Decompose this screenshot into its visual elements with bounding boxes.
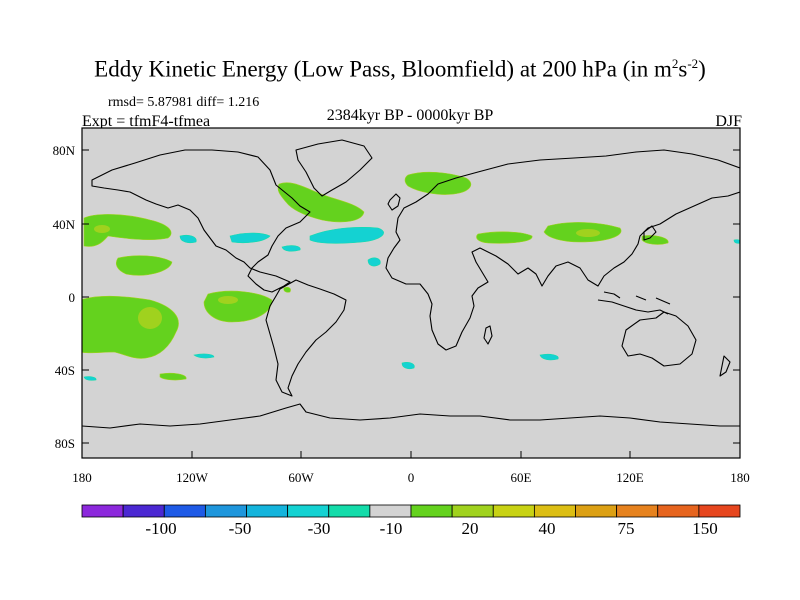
amazon-anomaly bbox=[283, 286, 291, 293]
south-pacific-neg bbox=[193, 353, 215, 359]
subtropical-atlantic-anomaly bbox=[281, 245, 301, 252]
central-asia-core bbox=[576, 229, 600, 237]
south-pacific-strip bbox=[159, 372, 187, 381]
indian-ocean-anomaly bbox=[539, 353, 559, 361]
plot-title: Eddy Kinetic Energy (Low Pass, Bloomfiel… bbox=[0, 56, 800, 83]
new-zealand-coast bbox=[719, 355, 731, 377]
colorbar-swatches bbox=[81, 504, 741, 518]
south-america-coast bbox=[265, 279, 347, 397]
gulf-stream-anomaly bbox=[309, 226, 384, 244]
north-pacific-anomaly bbox=[83, 214, 172, 247]
colorbar-label-2: -50 bbox=[229, 519, 252, 538]
title-mid: s bbox=[678, 56, 688, 82]
colorbar-swatch bbox=[492, 504, 535, 518]
lon-label-180e: 180 bbox=[730, 470, 750, 485]
title-close: ) bbox=[698, 56, 706, 82]
colorbar-swatch bbox=[204, 504, 247, 518]
east-pacific-core bbox=[218, 296, 238, 304]
coastlines bbox=[82, 139, 740, 429]
lat-label-80s: 80S bbox=[55, 436, 75, 451]
colorbar-swatch bbox=[616, 504, 659, 518]
latitude-axis: 80N 40N 0 40S 80S bbox=[53, 143, 740, 451]
lon-label-180w: 180 bbox=[72, 470, 92, 485]
period-label: 2384kyr BP - 0000kyr BP bbox=[326, 107, 494, 124]
title-sup-1: 2 bbox=[671, 56, 679, 71]
colorbar-label-8: 150 bbox=[692, 519, 718, 538]
east-asia-anomaly bbox=[641, 235, 669, 245]
greenland-coast bbox=[295, 139, 373, 197]
experiment-label: Expt = tfmF4-tfmea bbox=[82, 113, 211, 130]
colorbar-swatch bbox=[575, 504, 618, 518]
central-pacific-neg bbox=[179, 234, 197, 244]
colorbar-swatch bbox=[657, 504, 700, 518]
negative-anomaly-regions bbox=[83, 226, 740, 381]
lat-label-40s: 40S bbox=[55, 363, 75, 378]
title-sup-2: -2 bbox=[687, 56, 699, 71]
statistics-text: rmsd= 5.87981 diff= 1.216 bbox=[108, 95, 260, 110]
lon-label-60e: 60E bbox=[511, 470, 532, 485]
lat-label-80n: 80N bbox=[53, 143, 76, 158]
lon-label-120w: 120W bbox=[176, 470, 209, 485]
lon-label-120e: 120E bbox=[616, 470, 644, 485]
central-pacific-anomaly bbox=[115, 255, 173, 276]
colorbar-swatch bbox=[246, 504, 289, 518]
southern-ocean-anomaly bbox=[83, 376, 97, 381]
longitude-axis: 180 120W 60W 0 60E 120E 180 bbox=[72, 451, 750, 485]
japan-coast bbox=[643, 225, 657, 241]
title-main: Eddy Kinetic Energy (Low Pass, Bloomfiel… bbox=[94, 56, 672, 82]
colorbar-labels: -100 -50 -30 -10 20 40 75 150 bbox=[145, 519, 717, 538]
anomaly-shading bbox=[82, 171, 740, 381]
colorbar-swatch bbox=[81, 504, 124, 518]
colorbar-swatch bbox=[410, 504, 453, 518]
south-pacific-core bbox=[138, 307, 162, 329]
colorbar-label-6: 40 bbox=[539, 519, 556, 538]
colorbar-swatch bbox=[698, 504, 741, 518]
colorbar-swatch bbox=[163, 504, 206, 518]
colorbar-label-4: -10 bbox=[380, 519, 403, 538]
australia-coast bbox=[621, 311, 697, 367]
south-atlantic-anomaly bbox=[401, 362, 415, 370]
scandinavia-anomaly bbox=[404, 171, 472, 195]
colorbar-swatch bbox=[122, 504, 165, 518]
indonesia-coast bbox=[597, 291, 671, 315]
colorbar-label-5: 20 bbox=[462, 519, 479, 538]
mid-atlantic-anomaly bbox=[367, 257, 381, 267]
colorbar-swatch bbox=[328, 504, 371, 518]
colorbar-swatch bbox=[369, 504, 412, 518]
positive-anomaly-regions bbox=[82, 171, 669, 381]
season-label: DJF bbox=[715, 113, 742, 130]
antarctica-coast bbox=[82, 403, 740, 429]
colorbar-label-7: 75 bbox=[618, 519, 635, 538]
north-america-coast bbox=[91, 149, 311, 293]
colorbar-swatch bbox=[533, 504, 576, 518]
colorbar: -100 -50 -30 -10 20 40 75 150 bbox=[81, 504, 741, 538]
north-pacific-core bbox=[94, 225, 110, 233]
colorbar-label-3: -30 bbox=[308, 519, 331, 538]
strong-positive-cores bbox=[94, 225, 600, 329]
colorbar-swatch bbox=[451, 504, 494, 518]
colorbar-swatch bbox=[287, 504, 330, 518]
asia-jet-anomaly bbox=[476, 231, 533, 244]
lat-label-40n: 40N bbox=[53, 217, 76, 232]
lon-label-60w: 60W bbox=[288, 470, 314, 485]
lat-label-eq: 0 bbox=[69, 290, 76, 305]
madagascar-coast bbox=[483, 325, 493, 345]
lon-label-0: 0 bbox=[408, 470, 415, 485]
eurasia-africa-coast bbox=[385, 149, 740, 351]
colorbar-label-1: -100 bbox=[145, 519, 176, 538]
british-isles-coast bbox=[387, 193, 401, 211]
dateline-anomaly bbox=[733, 239, 740, 244]
north-atlantic-anomaly bbox=[277, 182, 365, 223]
north-america-anomaly bbox=[229, 232, 271, 244]
south-pacific-anomaly bbox=[82, 295, 179, 359]
